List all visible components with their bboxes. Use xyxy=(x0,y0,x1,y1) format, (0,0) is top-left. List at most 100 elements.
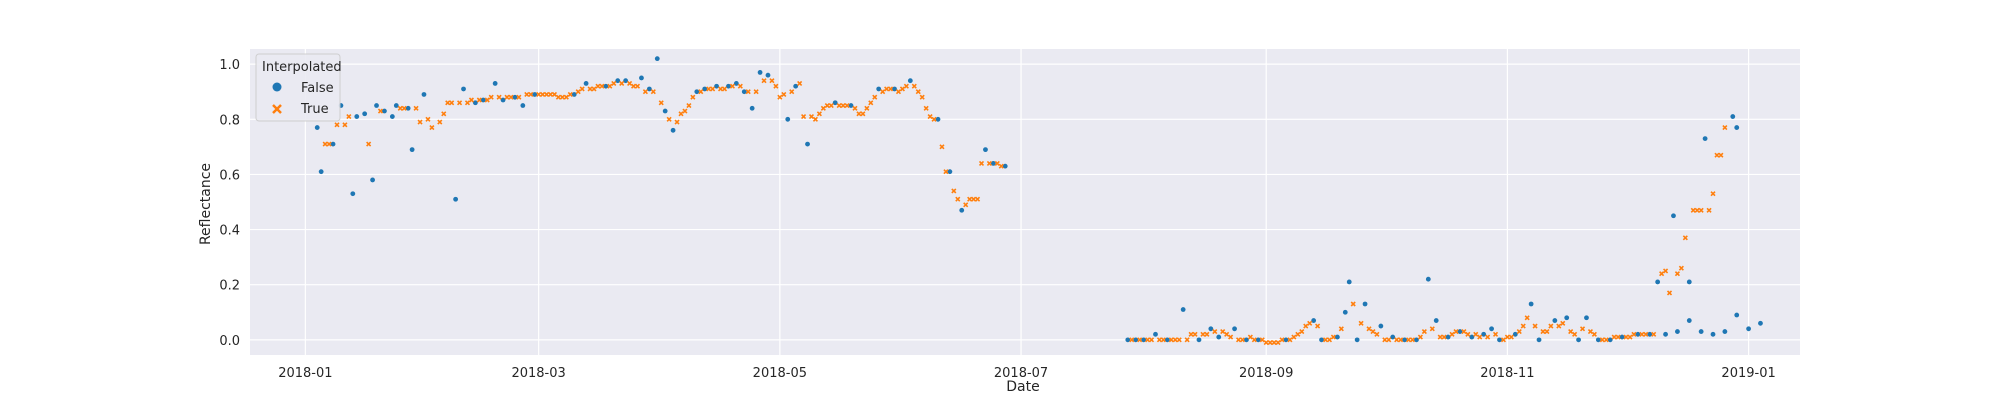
data-point-true xyxy=(1251,337,1257,343)
data-point-true xyxy=(955,196,961,202)
data-point-true xyxy=(1172,337,1178,343)
data-point-true xyxy=(666,116,672,122)
data-point-false xyxy=(1457,329,1463,334)
data-point-true xyxy=(322,141,328,147)
data-point-true xyxy=(729,83,735,89)
data-point-true xyxy=(1129,337,1135,343)
data-point-true xyxy=(1603,337,1609,343)
data-point-false xyxy=(520,103,526,108)
data-point-false xyxy=(1619,334,1625,340)
data-point-false xyxy=(694,89,700,95)
data-point-true xyxy=(1579,326,1586,332)
data-point-false xyxy=(512,94,518,100)
data-point-true xyxy=(971,196,977,202)
data-point-true xyxy=(1350,301,1356,307)
data-point-false xyxy=(405,105,411,111)
data-point-true xyxy=(1591,331,1597,337)
data-point-true xyxy=(698,89,704,95)
data-point-false xyxy=(726,83,731,89)
data-point-true xyxy=(943,169,949,175)
data-point-true xyxy=(789,89,795,95)
data-point-false xyxy=(1663,331,1668,337)
data-point-true xyxy=(536,91,542,98)
data-point-true xyxy=(1508,334,1514,340)
data-point-false xyxy=(1595,337,1601,343)
data-point-true xyxy=(682,108,688,114)
data-point-true xyxy=(540,91,546,98)
data-point-false xyxy=(1710,331,1716,337)
data-point-false xyxy=(1414,337,1419,343)
data-point-true xyxy=(528,91,534,98)
data-point-true xyxy=(658,100,664,106)
data-point-true xyxy=(342,122,348,128)
data-point-false xyxy=(733,81,739,86)
data-point-false xyxy=(362,111,368,117)
data-point-true xyxy=(737,83,743,89)
data-point-false xyxy=(1635,331,1641,337)
data-point-true xyxy=(504,94,510,100)
data-point-false xyxy=(1512,331,1518,337)
data-point-false xyxy=(1686,279,1692,285)
data-point-true xyxy=(1441,334,1447,340)
data-point-true xyxy=(1386,337,1392,343)
data-point-true xyxy=(915,89,921,95)
data-point-true xyxy=(753,89,759,95)
data-point-true xyxy=(1560,320,1566,326)
data-point-true xyxy=(611,80,617,87)
data-point-true xyxy=(1192,331,1198,337)
data-point-false xyxy=(1125,337,1131,343)
data-point-true xyxy=(1394,337,1400,343)
data-point-false xyxy=(876,86,882,92)
data-point-true xyxy=(1662,268,1669,274)
data-point-false xyxy=(1584,315,1589,321)
data-point-false xyxy=(1497,337,1502,343)
data-point-true xyxy=(1485,334,1491,340)
data-point-true xyxy=(978,160,985,166)
data-point-true xyxy=(1374,331,1380,337)
data-point-true xyxy=(1168,337,1174,343)
data-point-true xyxy=(1160,337,1166,343)
data-point-true xyxy=(1694,207,1700,213)
data-point-true xyxy=(484,97,490,103)
data-point-false xyxy=(1208,326,1214,332)
data-point-true xyxy=(1453,329,1459,335)
data-point-true xyxy=(1516,329,1522,335)
data-point-false xyxy=(571,92,577,97)
data-point-true xyxy=(994,160,1000,166)
data-point-false xyxy=(472,100,478,106)
data-point-true xyxy=(1326,337,1333,343)
data-point-false xyxy=(1686,318,1692,323)
data-point-false xyxy=(1528,301,1534,307)
data-point-false xyxy=(1758,320,1763,326)
data-point-false xyxy=(1445,334,1451,340)
data-point-true xyxy=(1184,337,1190,343)
data-point-true xyxy=(563,94,569,100)
data-point-true xyxy=(710,86,716,92)
data-point-true xyxy=(1358,320,1364,326)
data-point-true xyxy=(488,94,494,100)
data-point-false xyxy=(646,86,652,92)
x-tick-labels: 2018-01 2018-03 2018-05 2018-07 2018-09 2018-… xyxy=(278,366,1776,381)
data-point-true xyxy=(1291,334,1297,340)
data-point-false xyxy=(314,125,320,130)
data-point-false xyxy=(492,81,498,86)
legend-title: Interpolated xyxy=(262,60,342,75)
data-point-true xyxy=(1524,315,1530,321)
data-point-false xyxy=(623,78,629,84)
data-point-true xyxy=(579,86,585,92)
data-point-true xyxy=(903,83,909,89)
data-point-true xyxy=(1556,323,1562,329)
data-point-true xyxy=(599,83,605,89)
data-point-true xyxy=(1275,340,1281,346)
data-point-true xyxy=(1461,329,1467,335)
data-point-true xyxy=(911,83,917,89)
data-point-true xyxy=(366,141,372,147)
data-point-true xyxy=(678,111,684,117)
data-point-true xyxy=(1303,323,1309,329)
x-tick-label: 2018-07 xyxy=(994,366,1048,381)
data-point-false xyxy=(583,81,589,86)
data-point-true xyxy=(1698,207,1704,213)
data-point-true xyxy=(1520,323,1526,329)
data-point-true xyxy=(1473,331,1479,337)
